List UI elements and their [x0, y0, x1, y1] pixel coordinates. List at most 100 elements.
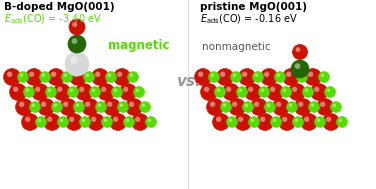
Circle shape: [102, 116, 112, 128]
Text: $\it{E}_{\rm ads}$(CO) = -0.16 eV: $\it{E}_{\rm ads}$(CO) = -0.16 eV: [200, 12, 298, 26]
Circle shape: [298, 101, 303, 107]
Circle shape: [47, 68, 65, 85]
Circle shape: [267, 84, 284, 101]
Circle shape: [148, 119, 151, 122]
Circle shape: [38, 98, 55, 115]
Circle shape: [209, 71, 220, 83]
Circle shape: [277, 74, 280, 77]
Text: vs.: vs.: [176, 74, 200, 88]
Circle shape: [126, 119, 129, 122]
Circle shape: [321, 74, 324, 77]
Circle shape: [243, 101, 253, 112]
Circle shape: [317, 98, 334, 115]
Circle shape: [68, 87, 79, 98]
Circle shape: [146, 116, 156, 128]
Circle shape: [39, 71, 50, 83]
Circle shape: [96, 101, 106, 112]
Circle shape: [139, 101, 150, 112]
Circle shape: [35, 116, 47, 128]
Circle shape: [95, 72, 100, 77]
Circle shape: [248, 87, 253, 92]
Circle shape: [42, 74, 45, 77]
Circle shape: [132, 114, 149, 130]
Circle shape: [267, 104, 270, 107]
Circle shape: [206, 98, 223, 115]
Circle shape: [133, 87, 144, 98]
Circle shape: [327, 88, 330, 92]
Circle shape: [91, 117, 96, 122]
Circle shape: [136, 88, 139, 92]
Circle shape: [103, 98, 120, 115]
Circle shape: [220, 72, 225, 77]
Circle shape: [300, 114, 317, 130]
Circle shape: [217, 68, 233, 85]
Circle shape: [41, 101, 46, 107]
Circle shape: [73, 72, 78, 77]
Circle shape: [62, 71, 73, 83]
Circle shape: [89, 87, 100, 98]
Circle shape: [320, 101, 325, 107]
Circle shape: [126, 98, 143, 115]
Circle shape: [23, 87, 35, 98]
Circle shape: [194, 68, 211, 85]
Circle shape: [70, 56, 77, 64]
Circle shape: [339, 119, 342, 122]
Circle shape: [253, 71, 264, 83]
Circle shape: [109, 114, 126, 130]
Circle shape: [249, 116, 259, 128]
Circle shape: [76, 104, 79, 107]
Circle shape: [69, 19, 85, 35]
Circle shape: [223, 104, 226, 107]
Text: nonmagnetic: nonmagnetic: [202, 42, 271, 52]
Circle shape: [106, 71, 117, 83]
Circle shape: [113, 117, 118, 122]
Circle shape: [59, 98, 76, 115]
Circle shape: [48, 88, 51, 92]
Circle shape: [142, 104, 145, 107]
Circle shape: [38, 119, 41, 122]
Circle shape: [314, 116, 326, 128]
Circle shape: [82, 98, 99, 115]
Circle shape: [123, 116, 135, 128]
Circle shape: [259, 87, 270, 98]
Circle shape: [256, 114, 273, 130]
Circle shape: [297, 71, 308, 83]
Circle shape: [291, 60, 309, 78]
Circle shape: [293, 44, 308, 60]
Circle shape: [108, 74, 111, 77]
Text: $\it{E}_{\rm ads}$(CO) = -3.40 eV: $\it{E}_{\rm ads}$(CO) = -3.40 eV: [4, 12, 102, 26]
Circle shape: [242, 72, 247, 77]
Circle shape: [72, 22, 77, 27]
Circle shape: [44, 114, 61, 130]
Circle shape: [92, 88, 95, 92]
Circle shape: [15, 98, 32, 115]
Circle shape: [64, 74, 67, 77]
Circle shape: [270, 87, 275, 92]
Circle shape: [337, 116, 347, 128]
Circle shape: [29, 101, 41, 112]
Circle shape: [282, 68, 300, 85]
Circle shape: [127, 71, 138, 83]
Text: B-doped MgO(001): B-doped MgO(001): [4, 2, 115, 12]
Circle shape: [274, 71, 285, 83]
Circle shape: [250, 98, 267, 115]
Circle shape: [288, 84, 305, 101]
Circle shape: [304, 117, 309, 122]
Text: pristine MgO(001): pristine MgO(001): [200, 2, 307, 12]
Circle shape: [57, 87, 62, 92]
Circle shape: [70, 68, 86, 85]
Circle shape: [114, 68, 130, 85]
Circle shape: [299, 74, 302, 77]
Circle shape: [264, 101, 276, 112]
Circle shape: [294, 98, 311, 115]
Circle shape: [73, 101, 85, 112]
Circle shape: [79, 87, 84, 92]
Circle shape: [264, 72, 269, 77]
Circle shape: [238, 68, 256, 85]
Circle shape: [323, 114, 340, 130]
Circle shape: [235, 114, 252, 130]
Circle shape: [13, 87, 18, 92]
Circle shape: [287, 101, 297, 112]
Circle shape: [71, 38, 77, 44]
Circle shape: [91, 68, 109, 85]
